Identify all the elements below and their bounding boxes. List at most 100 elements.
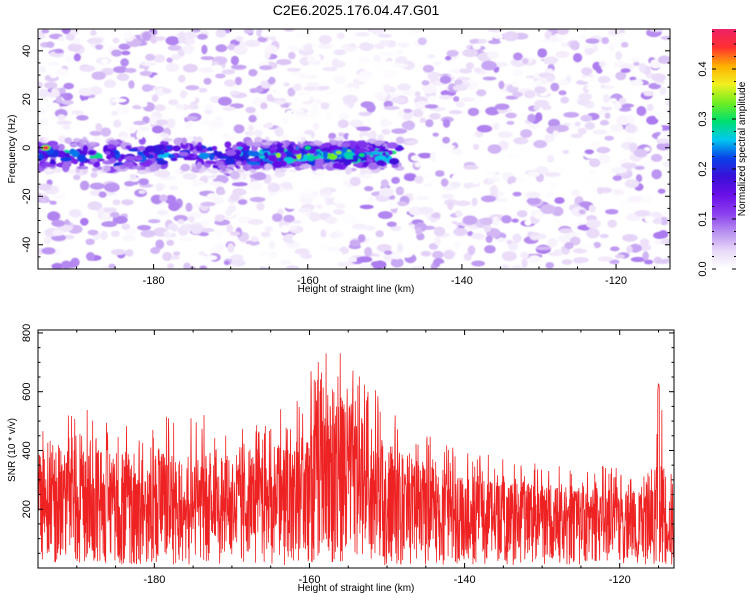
- spectrogram-cell: [506, 239, 513, 245]
- spectrogram-cell: [503, 31, 519, 42]
- spectrogram-cell: [494, 103, 510, 110]
- spectrogram-cell: [40, 196, 50, 201]
- spectrogram-cell: [391, 176, 400, 184]
- spectrogram-cell: [198, 251, 206, 256]
- spectrogram-cell: [537, 48, 548, 58]
- spectrogram-cell: [272, 213, 283, 222]
- spectrogram-cell: [53, 167, 63, 173]
- colorbar-ticks: 0.0 0.1 0.2 0.3 0.4: [697, 31, 736, 277]
- spectrogram-cell: [524, 219, 532, 226]
- spectrogram-cell: [47, 61, 60, 66]
- spectrogram-cell: [349, 239, 361, 247]
- spectrogram-cell: [574, 121, 581, 127]
- x-tick-label: -180: [143, 275, 165, 287]
- y-tick-label: 600: [21, 383, 33, 401]
- y-tick-label: -20: [21, 188, 33, 204]
- spectrogram-cell: [527, 171, 540, 178]
- spectrogram-cell: [233, 124, 245, 134]
- spectrogram-cell: [324, 112, 333, 122]
- spectrogram-cell: [153, 54, 166, 63]
- spectrogram-cell: [447, 223, 457, 230]
- spectrogram-cell: [609, 259, 620, 265]
- spectrogram-cell: [185, 93, 196, 103]
- spectrogram-cell: [328, 204, 337, 209]
- spectrogram-cell: [51, 87, 60, 97]
- spectrogram-cell: [343, 214, 358, 225]
- spectrogram-cell: [381, 128, 391, 135]
- spectrogram-cell: [601, 37, 609, 45]
- spectrogram-cell: [113, 166, 121, 170]
- spectrogram-cell: [487, 144, 502, 154]
- spectrogram-cell: [38, 31, 46, 40]
- spectrogram-cell: [625, 123, 638, 134]
- spectrogram-cell: [396, 50, 404, 55]
- spectrogram-cell: [248, 69, 258, 77]
- y-tick-label: 400: [21, 441, 33, 459]
- spectrogram-cell: [450, 181, 462, 188]
- spectrogram-cell: [481, 60, 497, 71]
- spectrogram-cell: [527, 113, 536, 123]
- spectrogram-cell: [256, 72, 270, 82]
- spectrogram-cell: [333, 137, 346, 141]
- spectrogram-cell: [618, 107, 632, 112]
- spectrogram-cell: [634, 165, 646, 170]
- spectrogram-cell: [110, 249, 126, 256]
- spectrogram-cell: [298, 207, 313, 213]
- spectrogram-cell: [61, 260, 72, 269]
- spectrogram-cell: [235, 169, 246, 173]
- spectrogram-cell: [140, 61, 157, 67]
- spectrogram-cell: [198, 232, 209, 237]
- spectrogram-cell: [452, 148, 463, 155]
- spectrogram-cell: [286, 67, 301, 72]
- spectrogram-cell: [458, 237, 467, 245]
- x-tick-label: -140: [451, 275, 473, 287]
- spectrogram-cell: [282, 103, 290, 108]
- spectrogram-cell: [471, 232, 485, 240]
- spectrogram-cell: [622, 234, 638, 242]
- spectrogram-cell: [336, 261, 353, 267]
- spectrogram-cell: [65, 33, 76, 41]
- spectrogram-cell: [50, 158, 56, 165]
- spectrogram-cell: [192, 202, 199, 210]
- spectrogram-cell: [154, 36, 166, 41]
- spectrogram-cell: [117, 157, 123, 163]
- spectrogram-cell: [179, 236, 193, 242]
- spectrogram-cell: [97, 166, 102, 171]
- spectrogram-cell: [586, 219, 601, 229]
- spectrogram-cell: [513, 52, 523, 61]
- spectrogram-cell: [380, 120, 392, 126]
- spectrogram-cell: [199, 152, 210, 159]
- spectrogram-cell: [560, 96, 569, 104]
- spectrogram-cell: [178, 74, 186, 83]
- spectrogram-cell: [332, 197, 342, 204]
- spectrogram-cell: [139, 70, 153, 77]
- spectrogram-cell: [38, 108, 47, 115]
- spectrogram-cell: [397, 83, 411, 91]
- spectrogram-cell: [516, 210, 528, 218]
- spectrogram-cell: [107, 144, 115, 149]
- spectrogram-cell: [242, 145, 249, 151]
- spectrogram-cell: [40, 224, 49, 231]
- spectrogram-cell: [422, 64, 434, 73]
- spectrogram-cell: [383, 84, 391, 91]
- spectrogram-cell: [409, 224, 416, 230]
- spectrogram-cell: [162, 251, 173, 262]
- spectrogram-cell: [467, 230, 474, 237]
- spectrogram-cell: [529, 51, 540, 58]
- spectrogram-cell: [414, 161, 422, 168]
- spectrogram-cell: [140, 207, 151, 214]
- spectrogram-cell: [110, 211, 120, 218]
- y-tick-label: 200: [21, 500, 33, 518]
- colorbar-label: Normalized spectral amplitude: [737, 81, 748, 216]
- spectrogram-cell: [441, 193, 454, 199]
- spectrogram-cell: [60, 156, 72, 162]
- spectrogram-cell: [344, 166, 352, 175]
- spectrogram-cell: [298, 164, 311, 169]
- spectrogram-cell: [425, 119, 434, 128]
- spectrogram-cell: [322, 74, 334, 84]
- spectrogram-cell: [232, 144, 238, 151]
- spectrogram-cell: [487, 179, 496, 184]
- spectrogram-cell: [186, 153, 195, 158]
- spectrogram-cell: [534, 212, 541, 220]
